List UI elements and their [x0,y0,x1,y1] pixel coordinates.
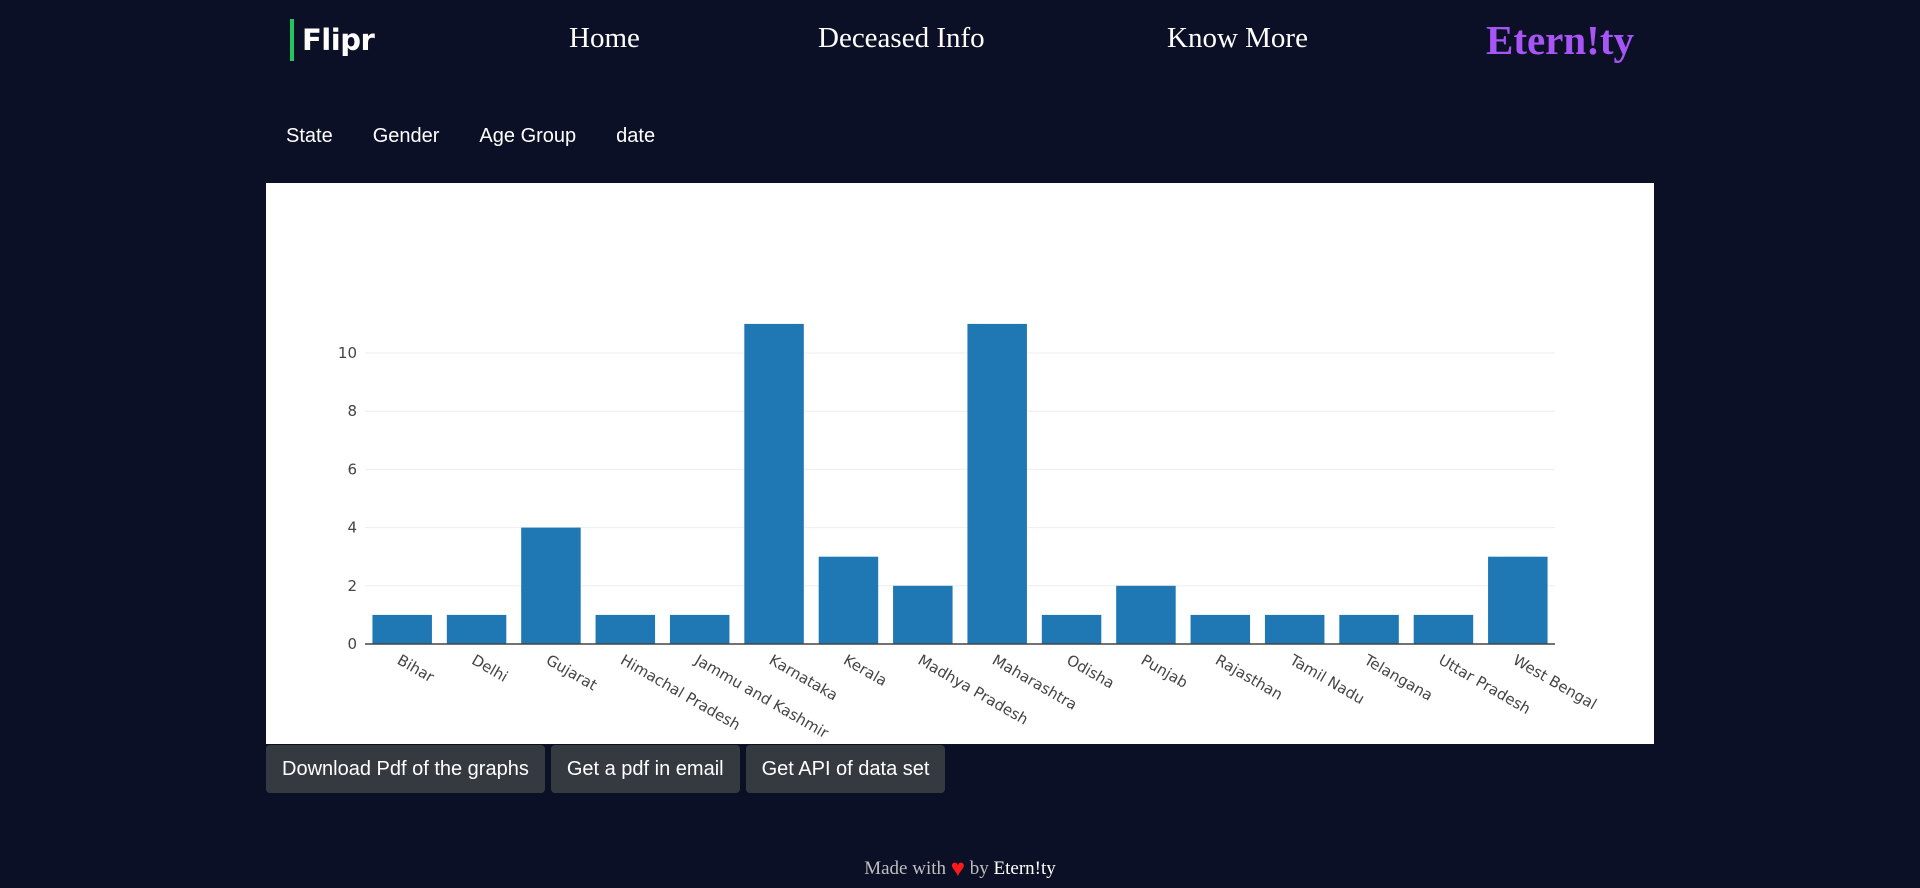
x-tick-label: Jammu and Kashmir [691,650,832,742]
bar-punjab[interactable] [1116,585,1176,644]
logo-text: Flipr [302,23,375,57]
bar-tamil-nadu[interactable] [1264,614,1325,644]
filter-tabs: State Gender Age Group date [286,125,695,148]
filter-tab-date[interactable]: date [616,125,656,147]
grid-lines [365,352,1555,587]
y-tick-label: 0 [347,635,357,653]
bar-maharashtra[interactable] [967,323,1027,644]
action-buttons: Download Pdf of the graphs Get a pdf in … [266,745,951,793]
bar-odisha[interactable] [1041,614,1102,644]
bars [372,323,1548,644]
footer-made-with: Made with [864,858,947,879]
filter-tab-gender[interactable]: Gender [372,125,440,147]
bar-west-bengal[interactable] [1488,556,1548,644]
y-tick-label: 2 [347,577,357,595]
bar-rajasthan[interactable] [1190,614,1251,644]
footer-author[interactable]: Etern!ty [993,858,1056,879]
x-tick-label: Rajasthan [1212,651,1286,704]
x-tick-label: Delhi [469,651,511,686]
nav-link-know-more[interactable]: Know More [1167,22,1308,54]
bar-karnataka[interactable] [744,323,804,644]
bar-bihar[interactable] [372,614,432,644]
get-api-button[interactable]: Get API of data set [745,745,946,793]
y-tick-label: 10 [338,344,357,362]
brand-name[interactable]: Etern!ty [1485,17,1634,63]
y-tick-labels: 0 2 4 6 8 10 [338,344,357,653]
bar-madhya-pradesh[interactable] [893,585,953,644]
bar-kerala[interactable] [818,556,879,644]
download-pdf-button[interactable]: Download Pdf of the graphs [266,745,545,793]
x-tick-label: Bihar [394,651,438,687]
bar-chart: 0 2 4 6 8 10 Bihar Delhi Gujarat Himachal Prades… [338,323,1600,742]
bar-telangana[interactable] [1339,614,1399,644]
email-pdf-button[interactable]: Get a pdf in email [550,745,740,793]
x-tick-label: Gujarat [543,651,600,695]
y-tick-label: 4 [347,519,357,537]
filter-tab-state[interactable]: State [286,125,333,147]
bar-jammu-and-kashmir[interactable] [669,614,730,644]
filter-tab-age-group[interactable]: Age Group [479,125,577,147]
navbar: Flipr Home Deceased Info Know More Etern… [0,0,1920,86]
x-tick-label: Punjab [1138,651,1191,692]
logo-accent-bar [290,19,294,61]
heart-icon: ♥ [950,856,966,882]
x-tick-label: Himachal Pradesh [617,651,743,734]
nav-link-home[interactable]: Home [569,22,640,54]
bar-gujarat[interactable] [521,527,581,644]
nav-link-deceased-info[interactable]: Deceased Info [818,22,985,54]
chart-panel: 0 2 4 6 8 10 Bihar Delhi Gujarat Himachal Prades… [266,183,1654,744]
x-tick-label: Kerala [840,651,890,690]
flipr-logo[interactable]: Flipr [290,19,375,61]
x-tick-label: Odisha [1064,651,1118,693]
y-tick-label: 8 [347,402,357,420]
footer: Made with ♥ by Etern!ty [0,856,1920,883]
bar-uttar-pradesh[interactable] [1413,614,1474,644]
bar-delhi[interactable] [446,614,507,644]
bar-himachal-pradesh[interactable] [595,614,656,644]
y-tick-label: 6 [347,460,357,478]
x-tick-label: Tamil Nadu [1286,650,1368,708]
footer-by: by [969,858,989,879]
x-tick-label: Telangana [1360,650,1436,704]
